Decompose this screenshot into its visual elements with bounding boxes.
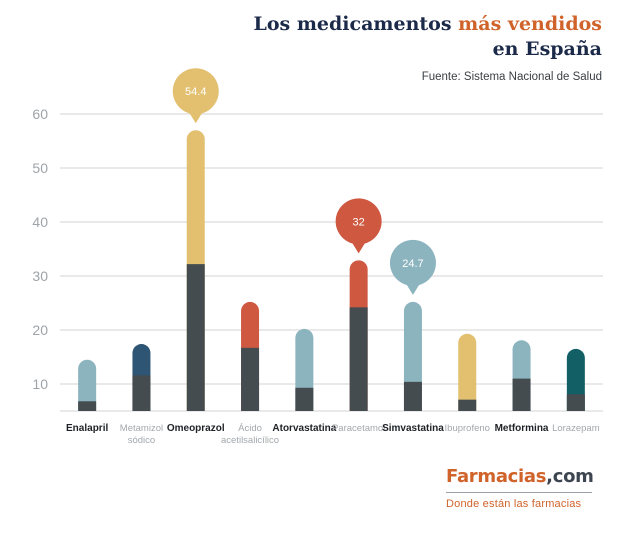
callout-value: 54.4 (185, 86, 206, 98)
callout-bubble (172, 68, 219, 115)
category-label: Metamizol (120, 423, 163, 434)
bar-base-segment (349, 307, 368, 411)
category-label: Metformina (495, 423, 549, 434)
bar-base-segment (78, 401, 97, 411)
y-tick-label: 50 (32, 160, 48, 176)
bar-base-segment (403, 381, 422, 411)
category-label: Ácido (238, 423, 262, 434)
bar-base-segment (512, 378, 531, 411)
brand-wordmark: Farmacias,com (446, 466, 594, 487)
bar-base-segment (458, 399, 477, 411)
callout-bubble (335, 198, 382, 245)
y-tick-label: 10 (32, 376, 48, 392)
brand-name: Farmacias (446, 466, 547, 487)
brand-tagline: Donde están las farmacias (446, 498, 582, 510)
brand-divider (446, 492, 592, 493)
bar-top-segment (458, 333, 477, 411)
category-label: Lorazepam (552, 423, 600, 434)
y-tick-label: 60 (32, 106, 48, 122)
bar-base-segment (241, 347, 260, 411)
brand-dot: , (546, 466, 553, 487)
title-line-2: en España (492, 38, 602, 60)
category-label: Simvastatina (382, 423, 444, 434)
bar-base-segment (186, 264, 205, 411)
category-label: sódico (128, 435, 155, 446)
callout-pointer (350, 240, 367, 254)
callout-bubble (389, 239, 436, 286)
callout-value: 32 (353, 216, 365, 228)
category-label: Paracetamol (332, 423, 385, 434)
title-line-1: Los medicamentos más vendidos (253, 12, 602, 37)
callout-pointer (187, 110, 204, 124)
bar-top-segment (78, 359, 97, 411)
callout-value: 24.7 (402, 258, 423, 270)
brand-tld: com (552, 466, 594, 487)
category-label: Ibuprofeno (445, 423, 490, 434)
category-label: Atorvastatina (272, 423, 336, 434)
chart-title: Los medicamentos más vendidos en España (253, 12, 602, 62)
y-tick-label: 40 (32, 214, 48, 230)
source-note: Fuente: Sistema Nacional de Salud (421, 71, 602, 83)
category-label: Omeoprazol (167, 423, 225, 434)
y-tick-label: 20 (32, 322, 48, 338)
bar-base-segment (566, 394, 585, 411)
category-label: acetilsalicílico (221, 435, 279, 446)
category-label: Enalapril (66, 423, 108, 434)
title-highlight: más vendidos (458, 13, 602, 35)
y-tick-label: 30 (32, 268, 48, 284)
bar-base-segment (295, 387, 314, 411)
callout-pointer (404, 281, 421, 295)
title-part: Los medicamentos (253, 13, 459, 35)
brand-logo[interactable]: Farmacias,com Donde están las farmacias (446, 466, 594, 510)
bar-base-segment (132, 375, 151, 411)
